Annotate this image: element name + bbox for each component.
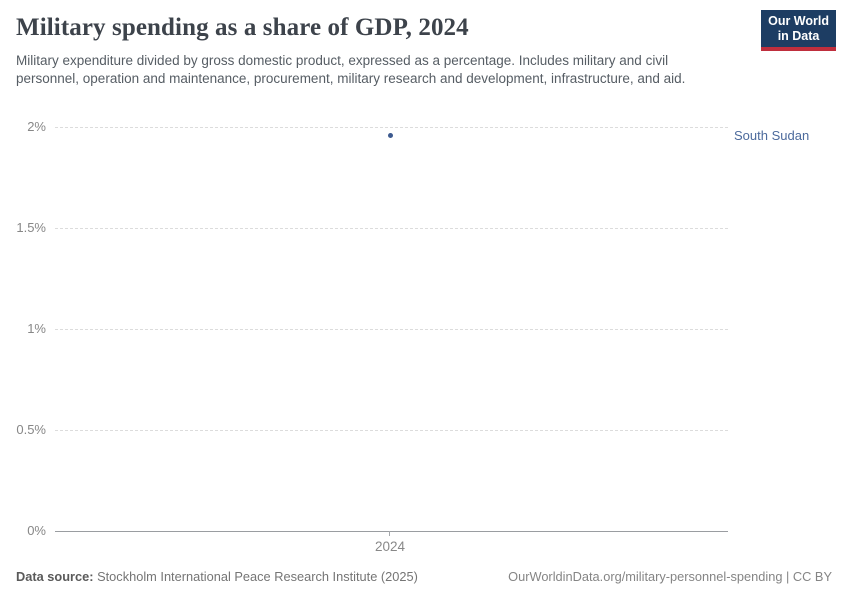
gridline-0-5pct — [55, 430, 728, 431]
plot-area — [55, 127, 728, 532]
y-axis-tick-0: 0% — [27, 523, 46, 538]
credit-line[interactable]: OurWorldinData.org/military-personnel-sp… — [508, 569, 832, 584]
data-source-value: Stockholm International Peace Research I… — [93, 569, 418, 584]
data-source-note: Data source: Stockholm International Pea… — [16, 569, 418, 584]
gridline-1-5pct — [55, 228, 728, 229]
x-axis-tick-mark — [389, 531, 390, 536]
owid-logo-line1: Our World — [768, 14, 829, 28]
x-axis-tick-label: 2024 — [374, 539, 406, 554]
y-axis-tick-1-5: 1.5% — [16, 220, 46, 235]
data-source-label: Data source: — [16, 569, 94, 584]
entity-label-south-sudan[interactable]: South Sudan — [734, 128, 810, 144]
gridline-1pct — [55, 329, 728, 330]
data-point[interactable] — [387, 132, 393, 138]
y-axis-tick-2: 2% — [27, 119, 46, 134]
gridline-2pct — [55, 127, 728, 128]
chart-subtitle: Military expenditure divided by gross do… — [16, 53, 686, 86]
y-axis-tick-0-5: 0.5% — [16, 422, 46, 437]
owid-logo-line2: in Data — [777, 29, 820, 43]
owid-logo[interactable]: Our World in Data — [761, 10, 836, 51]
page-title: Military spending as a share of GDP, 202… — [16, 14, 469, 41]
x-axis-line — [55, 531, 728, 532]
y-axis-tick-1: 1% — [27, 321, 46, 336]
